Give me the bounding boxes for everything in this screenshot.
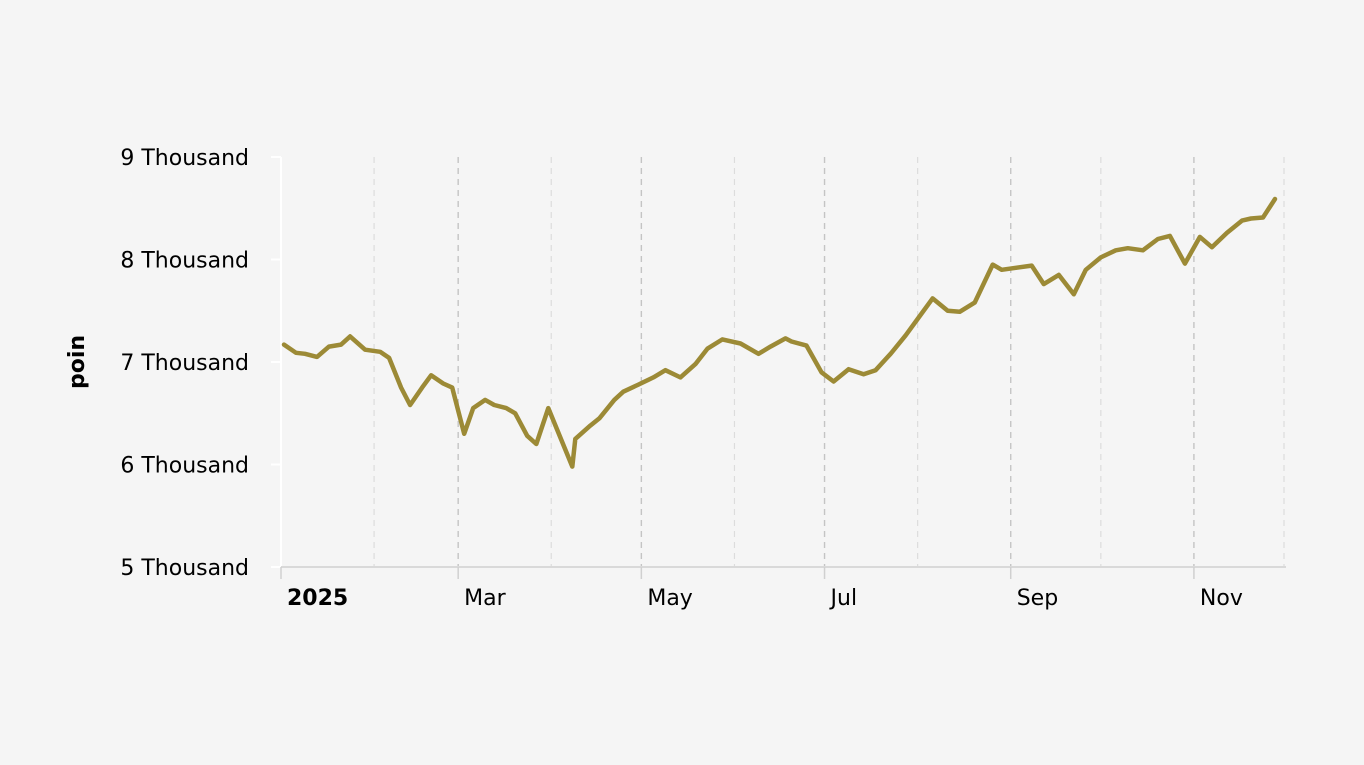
series-group [281, 196, 1278, 469]
x-tick-label: May [647, 586, 692, 611]
y-tick-label: 6 Thousand [120, 454, 249, 479]
y-axis-title: poin [65, 335, 90, 389]
x-tick-label: Nov [1200, 586, 1243, 611]
x-axis-tick-labels: 2025 Mar May Jul Sep Nov [280, 567, 1243, 611]
minor-gridlines [373, 157, 1285, 567]
major-gridlines [457, 157, 1195, 567]
y-tick-label: 9 Thousand [120, 146, 249, 171]
series-line [281, 196, 1278, 469]
x-tick-label: Mar [464, 586, 506, 611]
y-tick-label: 7 Thousand [120, 351, 249, 376]
x-tick-label: 2025 [287, 586, 348, 611]
y-tick-label: 5 Thousand [120, 556, 249, 581]
x-tick-label: Sep [1017, 586, 1058, 611]
x-tick-label: Jul [829, 586, 858, 611]
axes [280, 157, 1286, 568]
y-tick-label: 8 Thousand [120, 249, 249, 274]
y-axis-tick-labels: 5 Thousand 6 Thousand 7 Thousand 8 Thousand… [120, 146, 281, 581]
